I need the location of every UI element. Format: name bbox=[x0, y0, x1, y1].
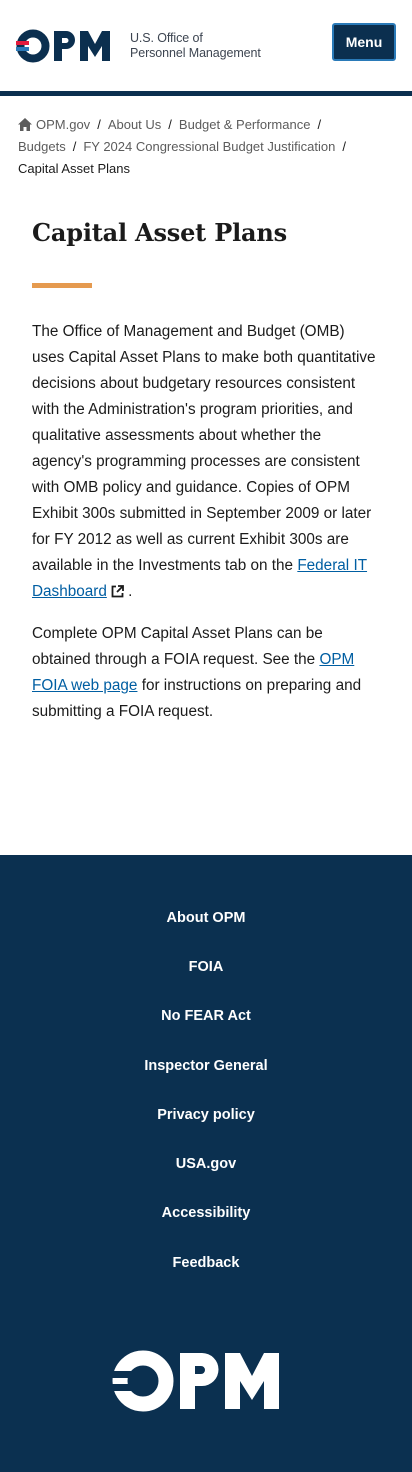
footer-opm-logo-icon bbox=[112, 1350, 279, 1412]
footer-link-foia[interactable]: FOIA bbox=[188, 958, 224, 975]
footer-nav: About OPM FOIA No FEAR Act Inspector Gen… bbox=[0, 855, 412, 1287]
breadcrumb-link-about-us[interactable]: About Us bbox=[107, 117, 162, 132]
breadcrumb-link-fy2024-cbj[interactable]: FY 2024 Congressional Budget Justificati… bbox=[83, 139, 336, 154]
opm-foia-link[interactable]: OPM FOIA web page bbox=[32, 651, 355, 694]
opm-logo-mark bbox=[16, 29, 120, 63]
breadcrumb-separator: / bbox=[168, 117, 172, 132]
menu-button[interactable]: Menu bbox=[332, 23, 396, 61]
federal-it-dashboard-link[interactable]: Federal IT Dashboard bbox=[32, 557, 367, 600]
footer-link-no-fear-act[interactable]: No FEAR Act bbox=[161, 1008, 251, 1025]
title-accent-rule bbox=[32, 283, 92, 288]
site-header: U.S. Office of Personnel Management Menu bbox=[0, 0, 412, 96]
breadcrumb-current: Capital Asset Plans bbox=[18, 161, 131, 176]
site-footer: About OPM FOIA No FEAR Act Inspector Gen… bbox=[0, 855, 412, 1472]
breadcrumb-link-budget-performance[interactable]: Budget & Performance bbox=[178, 117, 311, 132]
para2-text: Complete OPM Capital Asset Plans can be … bbox=[32, 625, 323, 668]
footer-item: About OPM bbox=[0, 893, 412, 942]
external-link-icon bbox=[111, 585, 124, 598]
footer-item: Feedback bbox=[0, 1238, 412, 1287]
breadcrumb-separator: / bbox=[72, 139, 77, 154]
main-content: Capital Asset Plans The Office of Manage… bbox=[0, 218, 412, 725]
foia-paragraph: Complete OPM Capital Asset Plans can be … bbox=[32, 621, 380, 725]
footer-link-accessibility[interactable]: Accessibility bbox=[161, 1205, 251, 1222]
para1-text: The Office of Management and Budget (OMB… bbox=[32, 323, 376, 574]
footer-item: Privacy policy bbox=[0, 1090, 412, 1139]
breadcrumb: OPM.gov / About Us / Budget & Performance / Bu… bbox=[0, 96, 412, 180]
breadcrumb-separator: / bbox=[342, 139, 346, 154]
footer-item: Accessibility bbox=[0, 1189, 412, 1238]
breadcrumb-link-budgets[interactable]: Budgets bbox=[18, 139, 66, 154]
footer-link-usa-gov[interactable]: USA.gov bbox=[175, 1156, 237, 1173]
page-title: Capital Asset Plans bbox=[32, 218, 287, 247]
footer-item: FOIA bbox=[0, 942, 412, 991]
footer-item: No FEAR Act bbox=[0, 992, 412, 1041]
footer-link-inspector-general[interactable]: Inspector General bbox=[144, 1057, 268, 1074]
para1-end: . bbox=[128, 583, 133, 600]
federal-it-dashboard-link-text: Federal IT Dashboard bbox=[32, 557, 368, 600]
footer-link-privacy-policy[interactable]: Privacy policy bbox=[157, 1106, 255, 1123]
home-icon bbox=[18, 118, 32, 131]
logo-sub-line1: U.S. Office of bbox=[130, 31, 203, 45]
breadcrumb-separator: / bbox=[317, 117, 322, 132]
breadcrumb-link-opm-gov[interactable]: OPM.gov bbox=[36, 117, 91, 132]
footer-item: USA.gov bbox=[0, 1139, 412, 1188]
breadcrumb-separator: / bbox=[97, 117, 101, 132]
footer-item: Inspector General bbox=[0, 1041, 412, 1090]
logo-sub-line2: Personnel Management bbox=[130, 46, 261, 60]
opm-logo[interactable]: U.S. Office of Personnel Management bbox=[16, 29, 261, 63]
footer-link-about-opm[interactable]: About OPM bbox=[166, 909, 246, 926]
footer-link-feedback[interactable]: Feedback bbox=[172, 1254, 240, 1271]
intro-paragraph: The Office of Management and Budget (OMB… bbox=[32, 319, 380, 605]
opm-logo-icon bbox=[16, 29, 110, 63]
logo-subtitle: U.S. Office of Personnel Management bbox=[130, 31, 261, 61]
para2-end: for instructions on preparing and submit… bbox=[32, 677, 362, 720]
